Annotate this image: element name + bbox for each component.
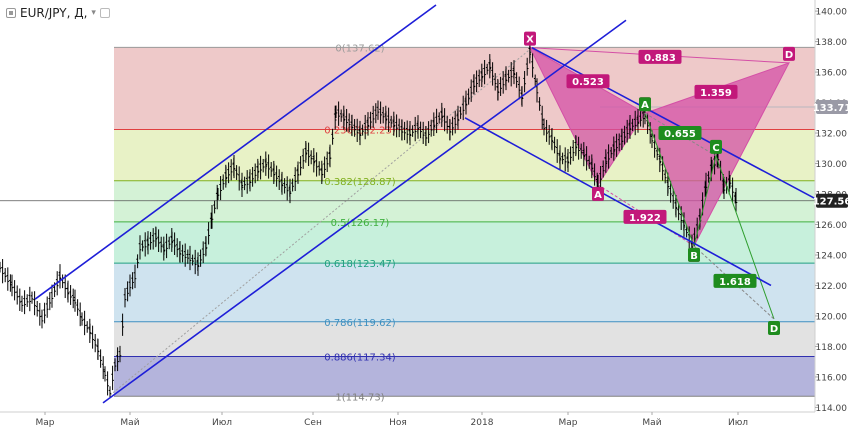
chevron-down-icon[interactable]: ▾ xyxy=(91,8,96,18)
abcd-point-label: A xyxy=(639,97,651,112)
harmonic-ratio-label-bg xyxy=(638,49,682,64)
x-tick-label: Июл xyxy=(728,418,748,428)
harmonic-ratio-label: 0.883 xyxy=(638,49,682,64)
x-tick-label: Мар xyxy=(36,418,55,428)
harmonic-ratio-label-text: 0.883 xyxy=(644,53,676,64)
falling-channel-upper xyxy=(531,46,815,200)
abcd-ratio-label: 0.655 xyxy=(658,126,702,141)
y-tick-label: 120.00 xyxy=(816,312,848,322)
level-price-badge: 133.71 xyxy=(813,99,850,114)
fib-level-label: 0(137.62) xyxy=(335,43,384,54)
abcd-point-label-bg xyxy=(768,321,780,336)
abcd-point-label-text: B xyxy=(690,251,698,262)
abcd-ratio-label-text: 0.655 xyxy=(664,129,696,140)
symbol-header[interactable]: EUR/JPY, Д, ▾ xyxy=(2,4,114,22)
y-tick-label: 116.00 xyxy=(816,373,848,383)
y-tick-label: 124.00 xyxy=(816,251,848,261)
harmonic-ratio-label: 1.922 xyxy=(623,209,667,224)
x-tick-label: Ноя xyxy=(389,418,407,428)
abcd-pattern-line xyxy=(644,113,775,320)
fib-level-label: 0.786(119.62) xyxy=(324,318,396,329)
fib-zone xyxy=(114,221,815,264)
y-tick-label: 132.00 xyxy=(816,130,848,140)
fib-zone xyxy=(114,263,815,322)
current-price-badge-bg xyxy=(816,193,848,208)
abcd-point-label-text: D xyxy=(770,324,778,335)
abcd-point-label-bg xyxy=(710,139,722,154)
y-tick-label: 130.00 xyxy=(816,160,848,170)
x-tick-label: Сен xyxy=(304,418,322,428)
abcd-ratio-label-bg xyxy=(658,126,702,141)
y-tick-label: 136.00 xyxy=(816,69,848,79)
abcd-point-label-bg xyxy=(688,247,700,262)
y-tick-label: 140.00 xyxy=(816,8,848,18)
harmonic-ratio-label-text: 1.922 xyxy=(629,213,661,224)
x-tick-label: Июл xyxy=(212,418,232,428)
x-tick-label: 2018 xyxy=(471,418,494,428)
x-tick-label: Мар xyxy=(559,418,578,428)
abcd-ratio-label: 1.618 xyxy=(713,273,757,288)
y-tick-label: 138.00 xyxy=(816,38,848,48)
settings-icon[interactable] xyxy=(99,8,110,18)
x-axis-panel xyxy=(0,412,850,429)
x-tick-label: Май xyxy=(642,418,661,428)
fib-level-label: 1(114.73) xyxy=(335,392,384,403)
harmonic-point-label-bg xyxy=(592,186,604,201)
harmonic-point-label-bg xyxy=(783,46,795,61)
harmonic-point-label-text: A xyxy=(594,190,602,201)
channel-lines xyxy=(34,4,815,404)
y-tick-label: 114.00 xyxy=(816,404,848,414)
harmonic-point-label-bg xyxy=(524,31,536,46)
harmonic-ratio-label-bg xyxy=(623,209,667,224)
abcd-point-label-text: A xyxy=(641,100,649,111)
y-axis-panel xyxy=(815,0,850,429)
abcd-point-label-bg xyxy=(639,97,651,112)
harmonic-ratio-label-text: 1.359 xyxy=(700,88,732,99)
abcd-point-label-text: C xyxy=(712,143,719,154)
fib-zone xyxy=(114,356,815,397)
symbol-title[interactable]: EUR/JPY, Д, xyxy=(20,6,88,20)
abcd-point-label: D xyxy=(768,321,780,336)
abcd-point-label: C xyxy=(710,139,722,154)
harmonic-point-label: A xyxy=(592,186,604,201)
y-tick-label: 126.00 xyxy=(816,221,848,231)
harmonic-point-label: D xyxy=(783,46,795,61)
fib-zone xyxy=(114,321,815,357)
current-price-badge: 127.56 xyxy=(813,193,850,208)
abcd-ratio-label-bg xyxy=(713,273,757,288)
harmonic-point-label-text: D xyxy=(785,50,793,61)
harmonic-ratio-label-bg xyxy=(694,84,738,99)
abcd-bd-line xyxy=(693,245,775,320)
y-tick-label: 118.00 xyxy=(816,343,848,353)
harmonic-ratio-label: 0.523 xyxy=(566,74,610,89)
current-price-badge-text: 127.56 xyxy=(813,197,850,208)
fib-trend-line xyxy=(109,47,533,396)
level-price-badge-bg xyxy=(816,99,848,114)
x-tick-label: Май xyxy=(120,418,139,428)
fib-level-label: 0.886(117.34) xyxy=(324,353,396,364)
symbol-icon[interactable] xyxy=(6,8,16,18)
harmonic-point-label: X xyxy=(524,31,536,46)
y-tick-label: 122.00 xyxy=(816,282,848,292)
level-price-badge-text: 133.71 xyxy=(813,103,850,114)
fib-level-label: 0.382(128.87) xyxy=(324,177,396,188)
harmonic-ratio-label-text: 0.523 xyxy=(572,77,604,88)
fib-level-label: 0.5(126.17) xyxy=(331,218,390,229)
rising-channel-upper xyxy=(34,4,437,300)
falling-channel-lower xyxy=(464,117,772,287)
abcd-ratio-label-text: 1.618 xyxy=(719,277,751,288)
abcd-point-label: B xyxy=(688,247,700,262)
price-bars xyxy=(0,40,738,399)
fib-level-label: 0.618(123.47) xyxy=(324,259,396,270)
harmonic-point-label-text: X xyxy=(526,35,534,46)
rising-channel-lower xyxy=(102,19,627,404)
harmonic-ratio-label: 1.359 xyxy=(694,84,738,99)
harmonic-ratio-label-bg xyxy=(566,74,610,89)
